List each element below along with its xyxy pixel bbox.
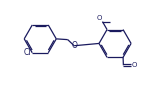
- Text: O: O: [97, 15, 102, 21]
- Text: Cl: Cl: [24, 48, 31, 57]
- Text: O: O: [71, 41, 77, 50]
- Text: O: O: [132, 62, 137, 68]
